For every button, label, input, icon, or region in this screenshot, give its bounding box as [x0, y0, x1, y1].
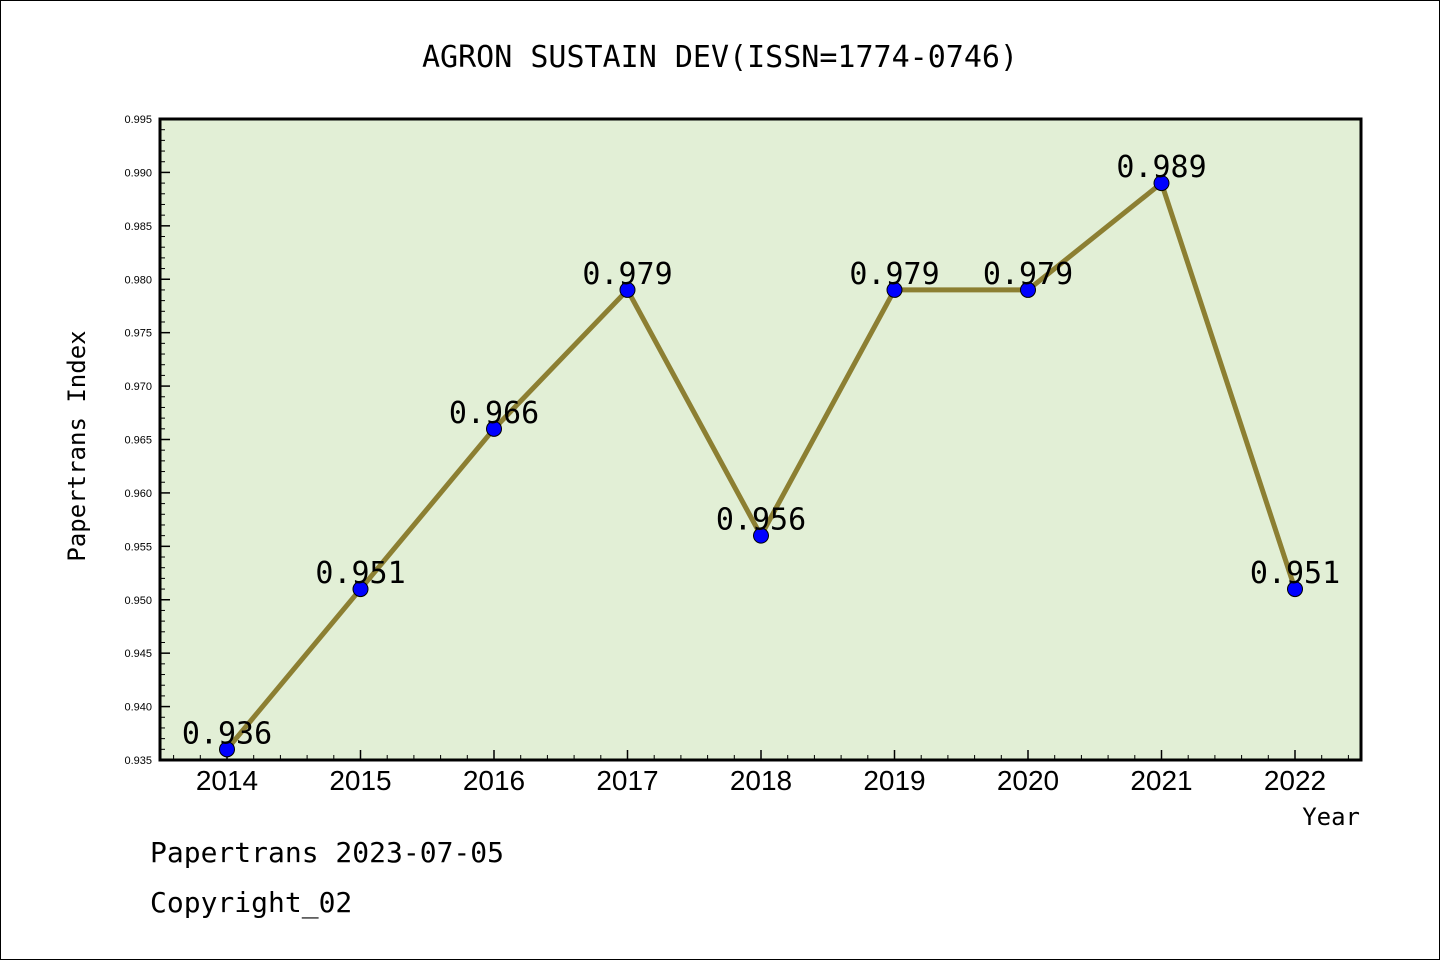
y-tick-label: 0.950 — [124, 595, 152, 607]
data-labels: 0.936 0.951 0.966 0.979 0.956 0.979 0.979 0.989… — [182, 150, 1340, 751]
data-point — [1287, 581, 1303, 598]
data-label: 0.951 — [1250, 556, 1340, 591]
x-axis: 2014 2015 2016 2017 2018 2019 2020 2021 2022 — [173, 750, 1349, 796]
data-point — [1020, 281, 1036, 298]
data-point — [352, 581, 369, 598]
data-label: 0.979 — [582, 257, 672, 292]
y-axis: 0.935 0.940 0.945 0.950 0.955 0.960 0.965 0.970… — [124, 114, 170, 767]
x-tick-label: 2016 — [463, 765, 525, 796]
chart-title: AGRON SUSTAIN DEV(ISSN=1774-0746) — [422, 40, 1018, 75]
data-label: 0.979 — [983, 257, 1073, 292]
y-tick-label: 0.940 — [124, 702, 152, 714]
series-group — [219, 175, 1303, 758]
data-label: 0.956 — [716, 503, 806, 538]
x-tick-label: 2014 — [196, 765, 258, 796]
y-tick-label: 0.990 — [124, 167, 152, 179]
y-tick-label: 0.970 — [124, 381, 152, 393]
data-label: 0.966 — [449, 396, 539, 431]
data-point — [219, 741, 235, 758]
y-tick-label: 0.985 — [124, 221, 152, 233]
x-tick-label: 2015 — [329, 765, 391, 796]
footer-date: Papertrans 2023-07-05 — [150, 836, 505, 869]
footer-copyright: Copyright_02 — [150, 886, 353, 919]
y-axis-label: Papertrans Index — [63, 330, 91, 561]
x-tick-label: 2022 — [1264, 765, 1326, 796]
x-tick-label: 2019 — [863, 765, 925, 796]
data-label: 0.936 — [182, 716, 272, 751]
y-tick-label: 0.975 — [124, 328, 152, 340]
y-tick-label: 0.965 — [124, 435, 152, 447]
y-tick-label: 0.945 — [124, 648, 152, 660]
y-tick-label: 0.995 — [124, 114, 152, 126]
data-point — [619, 281, 636, 298]
y-tick-label: 0.955 — [124, 541, 152, 553]
data-label: 0.979 — [849, 257, 939, 292]
data-label: 0.951 — [315, 556, 405, 591]
data-label: 0.989 — [1116, 150, 1206, 185]
x-tick-label: 2021 — [1130, 765, 1192, 796]
y-tick-label: 0.980 — [124, 274, 152, 286]
data-point — [1153, 175, 1170, 192]
x-tick-label: 2017 — [596, 765, 658, 796]
x-axis-label: Year — [1302, 803, 1360, 831]
y-tick-label: 0.935 — [124, 755, 152, 767]
x-tick-label: 2018 — [730, 765, 792, 796]
data-point — [886, 281, 903, 298]
data-point — [486, 420, 502, 437]
y-tick-label: 0.960 — [124, 488, 152, 500]
x-tick-label: 2020 — [997, 765, 1059, 796]
data-point — [753, 527, 769, 544]
plot-area — [158, 117, 1363, 762]
